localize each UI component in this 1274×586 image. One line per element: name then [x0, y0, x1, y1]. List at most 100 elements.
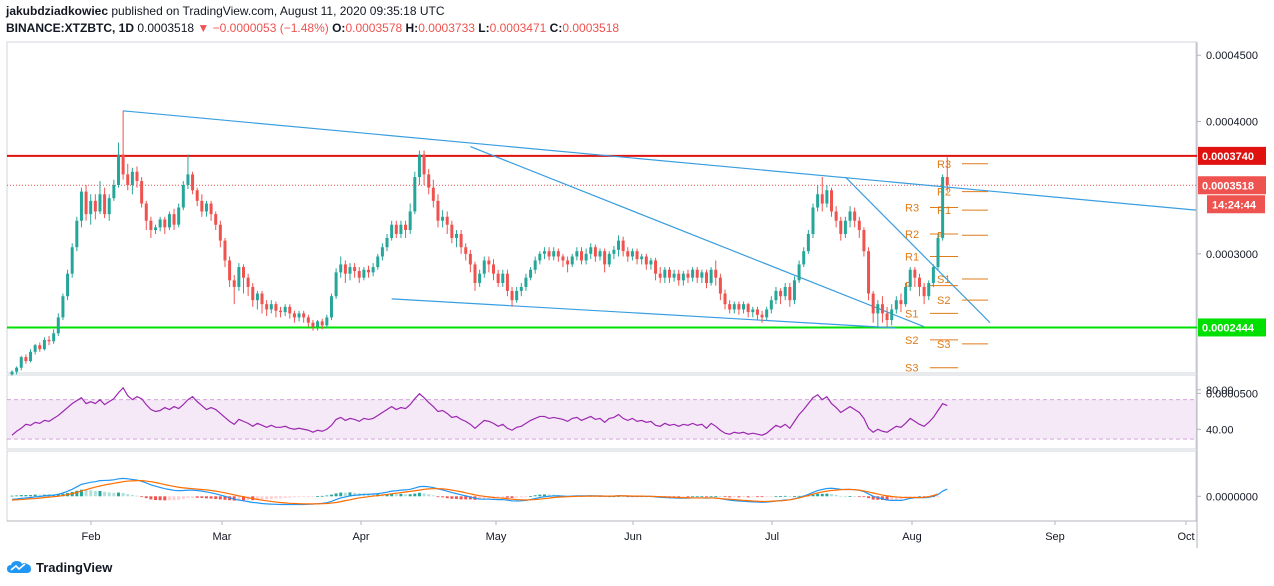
macd-histogram-bar: [839, 495, 843, 497]
candle-body: [769, 300, 773, 310]
macd-histogram-bar: [742, 496, 746, 498]
macd-histogram-bar: [385, 494, 389, 497]
candle-body: [728, 304, 732, 310]
macd-histogram-bar: [274, 496, 278, 499]
candle-body: [302, 313, 306, 318]
macd-histogram-bar: [394, 493, 398, 497]
candle-body: [746, 304, 750, 313]
macd-histogram-bar: [621, 496, 625, 498]
candle-body: [422, 154, 426, 175]
candle-body: [700, 272, 704, 278]
countdown-label: 14:24:44: [1212, 199, 1257, 211]
macd-histogram-bar: [311, 496, 315, 498]
candle-body: [853, 211, 857, 221]
close-label: C:: [549, 21, 563, 35]
macd-histogram-bar: [626, 496, 630, 498]
macd-histogram-bar: [390, 493, 394, 497]
macd-histogram-bar: [936, 496, 940, 498]
macd-histogram-bar: [265, 496, 269, 500]
candle-body: [936, 237, 940, 268]
candle-body: [505, 273, 509, 291]
candle-body: [191, 174, 195, 191]
candle-body: [542, 251, 546, 254]
candle-body: [260, 293, 264, 305]
candle-body: [140, 181, 144, 204]
close-value: 0.0003518: [562, 21, 620, 35]
support-price-label-bg: [1198, 318, 1266, 337]
candle-body: [524, 277, 528, 287]
candle-body: [316, 321, 320, 327]
candle-body: [431, 187, 435, 201]
macd-histogram-bar: [255, 496, 259, 500]
macd-histogram-bar: [237, 496, 241, 501]
macd-histogram-bar: [917, 496, 921, 498]
macd-histogram-bar: [218, 496, 222, 500]
candle-body: [742, 304, 746, 310]
macd-histogram-bar: [177, 496, 181, 500]
macd-histogram-bar: [820, 493, 824, 497]
macd-histogram-bar: [890, 496, 894, 501]
candle-body: [288, 306, 292, 314]
candle-body: [371, 267, 375, 273]
candle-body: [529, 269, 533, 278]
candle-body: [427, 174, 431, 188]
candle-body: [38, 345, 42, 350]
rsi-tick-label: 40.00: [1206, 424, 1234, 436]
macd-histogram-bar: [630, 496, 634, 498]
macd-histogram-bar: [242, 496, 245, 501]
candle-body: [575, 251, 579, 257]
macd-histogram-bar: [422, 493, 426, 497]
high-value: 0.0003733: [418, 21, 475, 35]
macd-histogram-bar: [10, 495, 14, 497]
macd-histogram-bar: [320, 495, 324, 497]
candle-body: [913, 269, 917, 278]
price-tick-label: 0.0004500: [1206, 50, 1258, 62]
macd-histogram-bar: [709, 496, 713, 498]
macd-histogram-bar: [417, 492, 421, 497]
macd-histogram-bar: [681, 496, 685, 498]
candle-body: [510, 290, 514, 301]
candle-body: [306, 317, 310, 323]
macd-histogram-bar: [431, 495, 435, 497]
macd-tick-label: 0.0000000: [1206, 491, 1258, 503]
candle-body: [644, 256, 648, 265]
candle-body: [42, 339, 46, 350]
rsi-line: [11, 386, 948, 436]
macd-histogram-bar: [260, 496, 264, 500]
candle-body: [121, 154, 125, 175]
candle-body: [79, 191, 83, 221]
macd-histogram-bar: [223, 496, 227, 500]
last-price: 0.0003518: [137, 21, 195, 35]
last-price-label-bg: [1198, 176, 1266, 195]
candle-body: [566, 260, 570, 265]
candle-body: [103, 194, 107, 215]
symbol-label: BINANCE:XTZBTC, 1D: [6, 21, 134, 35]
macd-histogram-bar: [343, 492, 347, 497]
time-tick-label: Feb: [82, 531, 101, 543]
tradingview-logo[interactable]: TradingView: [6, 559, 112, 575]
macd-histogram-bar: [913, 496, 917, 498]
macd-histogram-bar: [172, 496, 176, 501]
publish-info: published on TradingView.com, August 11,…: [111, 4, 445, 18]
macd-histogram-bar: [130, 494, 134, 497]
macd-histogram-bar: [737, 496, 741, 498]
macd-histogram-bar: [454, 496, 458, 499]
candle-body: [848, 211, 852, 221]
candle-body: [204, 203, 208, 212]
author-name[interactable]: jakubdziadkowiec: [6, 4, 109, 18]
candle-body: [116, 154, 120, 185]
macd-histogram-bar: [857, 496, 861, 498]
candle-body: [177, 207, 181, 225]
candle-body: [107, 198, 111, 215]
cloud-icon: [7, 561, 31, 573]
candle-body: [33, 345, 37, 352]
candle-body: [10, 371, 14, 375]
macd-histogram-bar: [279, 496, 283, 499]
macd-histogram-bar: [501, 496, 505, 498]
macd-histogram-bar: [825, 493, 829, 497]
macd-histogram-bar: [478, 496, 482, 500]
macd-histogram-bar: [519, 496, 523, 498]
candle-body: [144, 203, 148, 221]
macd-histogram-bar: [427, 494, 431, 497]
